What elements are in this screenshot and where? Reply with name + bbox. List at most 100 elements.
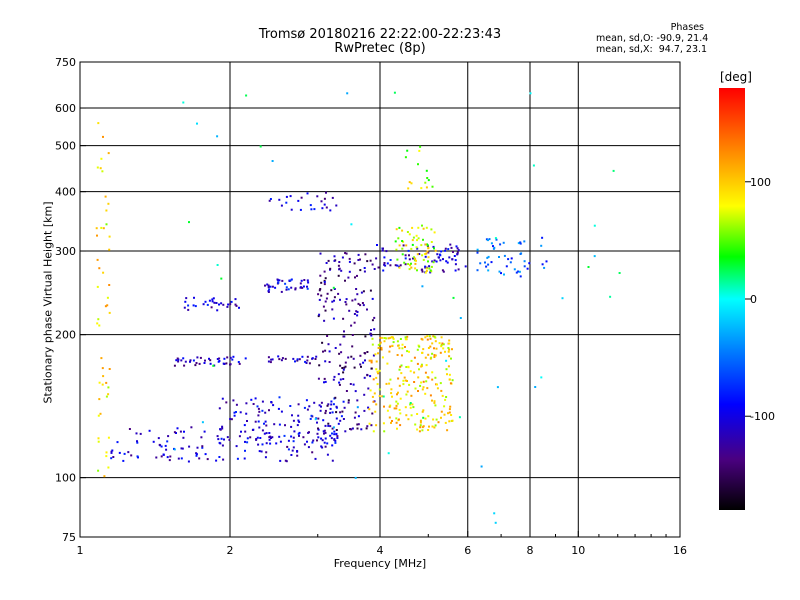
data-point (364, 253, 367, 256)
data-point (323, 441, 326, 444)
data-point (440, 343, 443, 346)
data-point (424, 336, 427, 339)
data-point (206, 303, 209, 306)
data-point (355, 310, 358, 313)
y-tick-label: 200 (55, 329, 76, 342)
data-point (110, 451, 113, 454)
data-point (441, 269, 444, 272)
data-point (399, 264, 402, 267)
data-point (398, 368, 401, 371)
data-point (204, 453, 207, 456)
data-point (236, 457, 239, 460)
data-point (269, 285, 272, 288)
data-point (408, 268, 411, 271)
data-point (326, 335, 329, 337)
data-point (183, 430, 185, 433)
y-tick-label: 600 (55, 102, 76, 115)
data-point (401, 347, 404, 350)
data-point (356, 399, 359, 402)
data-point (429, 337, 432, 340)
data-point (406, 390, 409, 393)
data-point (96, 285, 99, 288)
data-point (452, 250, 454, 253)
data-point (228, 438, 231, 441)
data-point (427, 376, 430, 379)
data-point (529, 92, 532, 95)
x-tick-label: 1 (77, 544, 84, 557)
data-point (366, 425, 369, 428)
data-point (284, 357, 287, 360)
data-point (203, 362, 206, 364)
data-point (278, 358, 281, 361)
data-point (488, 238, 491, 241)
data-point (373, 268, 376, 270)
data-point (404, 156, 407, 159)
data-point (184, 360, 187, 363)
data-point (414, 267, 417, 270)
data-point (188, 445, 191, 448)
data-point (95, 227, 98, 230)
x-tick-label: 4 (377, 544, 384, 557)
data-point (379, 342, 382, 345)
data-point (108, 248, 111, 251)
data-point (318, 404, 321, 407)
data-point (331, 459, 334, 462)
data-point (344, 279, 346, 282)
data-point (440, 389, 443, 392)
data-point (257, 414, 260, 417)
data-point (220, 437, 223, 440)
data-point (339, 298, 341, 301)
data-point (364, 335, 367, 338)
data-point (190, 426, 193, 429)
data-point (448, 348, 451, 351)
data-point (245, 412, 248, 415)
data-point (383, 430, 386, 433)
data-point (332, 317, 335, 320)
data-point (319, 252, 322, 255)
data-point (321, 439, 324, 442)
data-point (305, 362, 308, 364)
x-tick-label: 2 (227, 544, 234, 557)
data-point (417, 390, 419, 392)
data-point (418, 430, 421, 433)
data-point (445, 396, 448, 398)
data-point (440, 336, 443, 339)
data-point (187, 304, 190, 307)
data-point (441, 342, 444, 345)
data-point (375, 424, 378, 427)
data-point (96, 258, 99, 261)
data-point (273, 423, 276, 426)
data-point (274, 286, 277, 289)
x-tick-label: 10 (571, 544, 585, 557)
chart-title: Tromsø 20180216 22:22:00-22:23:43 (258, 27, 502, 42)
data-point (298, 431, 301, 434)
data-point (218, 303, 220, 306)
data-point (370, 333, 373, 336)
data-point (229, 418, 232, 420)
data-point (337, 274, 340, 277)
plot-grid (80, 62, 680, 537)
data-point (342, 400, 345, 403)
data-point (278, 279, 281, 282)
data-point (306, 285, 308, 288)
data-point (404, 406, 407, 409)
data-point (385, 382, 388, 385)
data-point (523, 260, 526, 263)
data-point (375, 360, 378, 363)
data-point (281, 279, 284, 282)
data-point (419, 424, 422, 427)
data-point (298, 420, 301, 423)
data-point (437, 256, 440, 259)
data-point (300, 286, 302, 289)
data-point (498, 256, 500, 258)
data-point (388, 350, 391, 353)
data-point (430, 241, 433, 243)
data-point (198, 457, 201, 460)
data-point (216, 435, 219, 438)
data-point (401, 229, 404, 232)
data-point (160, 445, 163, 448)
data-point (433, 400, 436, 403)
data-point (297, 414, 300, 417)
data-point (376, 383, 379, 386)
data-point (518, 270, 521, 273)
